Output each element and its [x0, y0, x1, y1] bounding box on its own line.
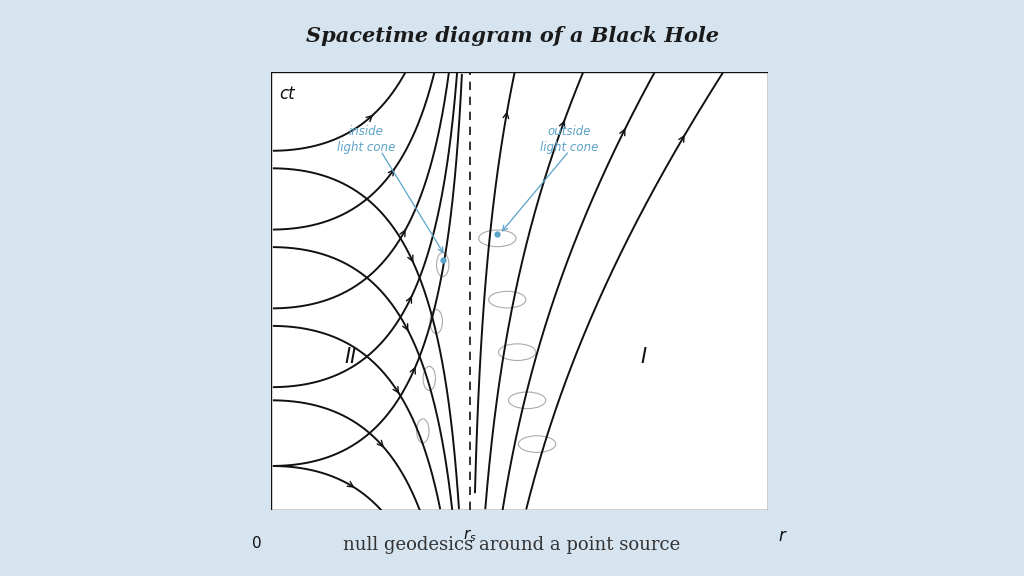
Text: II: II	[345, 347, 357, 366]
Text: inside
light cone: inside light cone	[337, 124, 395, 154]
Text: outside
light cone: outside light cone	[540, 124, 599, 154]
Text: null geodesics around a point source: null geodesics around a point source	[343, 536, 681, 554]
Text: $r_s$: $r_s$	[463, 527, 477, 544]
Text: I: I	[641, 347, 647, 366]
Text: 0: 0	[252, 536, 261, 551]
Text: r: r	[778, 527, 784, 545]
Text: ct: ct	[279, 85, 295, 103]
Text: Spacetime diagram of a Black Hole: Spacetime diagram of a Black Hole	[305, 26, 719, 46]
